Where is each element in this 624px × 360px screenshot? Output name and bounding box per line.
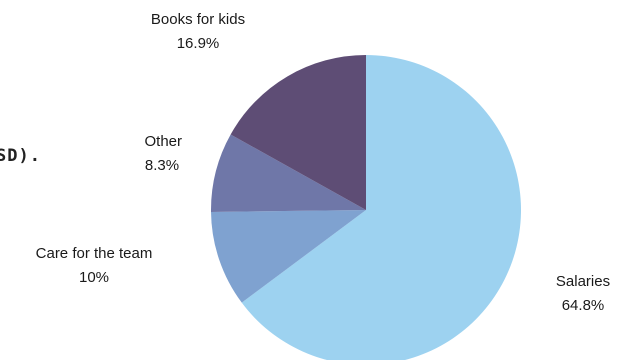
cut-off-title-text: SD). — [0, 146, 41, 166]
pie-slice-care-for-the-team — [211, 210, 366, 303]
pie-slice-salaries — [241, 55, 521, 360]
pie-slice-other — [210, 134, 366, 212]
slice-label: Other — [144, 133, 182, 150]
slice-label: Care for the team — [36, 245, 153, 262]
slice-value-label: 10% — [79, 269, 109, 286]
pie-labels: Salaries 64.8% Care for the team 10% Other 8.… — [36, 11, 610, 314]
pie-slices — [210, 55, 521, 360]
slice-value-label: 16.9% — [177, 35, 220, 52]
slice-label: Salaries — [556, 273, 610, 290]
slice-value-label: 8.3% — [145, 157, 179, 174]
slice-label: Books for kids — [151, 11, 245, 28]
slice-value-label: 64.8% — [562, 297, 605, 314]
pie-slice-books-for-kids — [230, 55, 366, 210]
